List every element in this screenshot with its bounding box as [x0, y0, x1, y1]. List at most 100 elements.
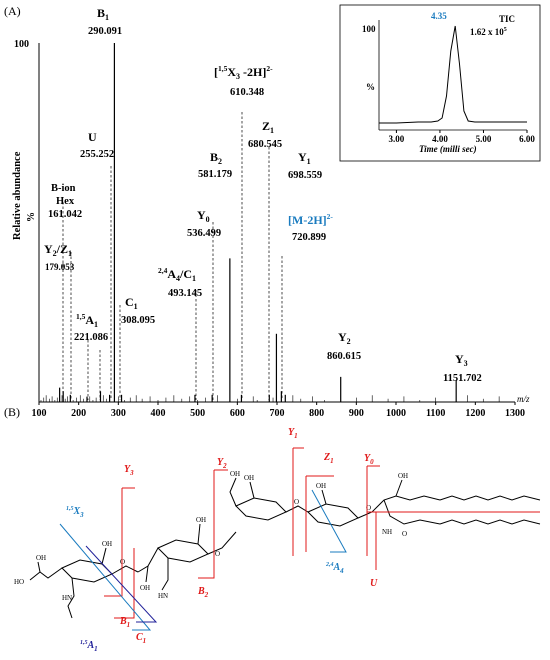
tic-ymax-label: 100 [362, 24, 376, 34]
spectrum-peaks [59, 43, 457, 402]
svg-text:HO: HO [14, 578, 24, 586]
svg-text:HN: HN [158, 592, 168, 600]
mass-spectrum: 100 % Relative abundance m/z 100 200 300 40… [12, 6, 530, 419]
spectrum-x-tick-label: 100 [32, 408, 47, 419]
ring-sialic-2 [157, 539, 209, 563]
tic-inset-frame [339, 4, 541, 162]
spectrum-x-tick-label: 800 [309, 408, 324, 419]
svg-text:[1,5X3 -2H]2-: [1,5X3 -2H]2- [214, 64, 273, 81]
spectrum-percent-symbol: % [26, 212, 37, 222]
tic-trace [379, 25, 527, 124]
svg-text:680.545: 680.545 [248, 139, 282, 150]
annotation-x3: [1,5X3 -2H]2- 610.348 [214, 64, 273, 98]
ring-sialic-1 [61, 559, 113, 583]
spectrum-x-tick-label: 1300 [505, 408, 525, 419]
svg-text:536.499: 536.499 [187, 228, 221, 239]
svg-text:OH: OH [230, 470, 240, 478]
annotation-b2: B2 581.179 [198, 150, 232, 180]
panel-b-label: (B) [4, 405, 20, 419]
svg-text:610.348: 610.348 [230, 87, 264, 98]
spectrum-x-tick-label: 300 [111, 408, 126, 419]
svg-text:U: U [88, 130, 97, 144]
svg-text:Z1: Z1 [323, 452, 334, 465]
svg-text:221.086: 221.086 [74, 332, 108, 343]
tic-x-tick-label: 6.00 [519, 134, 535, 144]
svg-text:860.615: 860.615 [327, 351, 361, 362]
annotation-a4-c1: 2,4A4/C1 493.145 [158, 266, 202, 299]
annotation-a1: 1,5A1 221.086 [74, 312, 108, 343]
spectrum-x-tick-label: 700 [270, 408, 285, 419]
tic-x-tick-label: 3.00 [389, 134, 405, 144]
cleavage-lines [59, 447, 540, 631]
tic-title: TIC [499, 14, 515, 24]
annotation-y1: Y1 698.559 [288, 150, 322, 181]
spectrum-x-ticks: 100 200 300 400 500 600 700 800 900 1000 1100 1200 1… [32, 402, 525, 419]
svg-text:Y2: Y2 [217, 457, 227, 470]
annotation-y2: Y2 860.615 [327, 330, 361, 362]
svg-text:B2: B2 [197, 586, 209, 599]
annotation-z1: Z1 680.545 [248, 119, 282, 150]
svg-text:Y1: Y1 [288, 427, 298, 440]
tic-x-tick-label: 4.00 [432, 134, 448, 144]
svg-text:OH: OH [140, 584, 150, 592]
svg-text:O: O [402, 530, 407, 538]
svg-text:O: O [366, 504, 371, 512]
spectrum-x-tick-label: 1200 [465, 408, 485, 419]
svg-text:O: O [120, 558, 125, 566]
svg-text:O: O [294, 498, 299, 506]
ring-glc [307, 503, 359, 527]
bonds [29, 477, 441, 619]
annotation-b1: B1 290.091 [88, 6, 122, 37]
spectrum-xlabel: m/z [517, 394, 530, 404]
panel-a-label: (A) [4, 4, 21, 18]
svg-text:581.179: 581.179 [198, 169, 232, 180]
svg-text:2,4A4: 2,4A4 [325, 562, 344, 575]
svg-text:B2: B2 [210, 150, 222, 166]
svg-text:OH: OH [244, 474, 254, 482]
atom-labels: OH HO HN OH O OH HN OH O OH OH O OH O OH… [14, 470, 408, 602]
spectrum-x-tick-label: 200 [71, 408, 86, 419]
svg-text:O: O [215, 550, 220, 558]
svg-text:290.091: 290.091 [88, 26, 122, 37]
svg-text:B1: B1 [119, 616, 130, 629]
svg-text:OH: OH [196, 516, 206, 524]
svg-text:1,5X3: 1,5X3 [66, 506, 84, 519]
svg-text:Y3: Y3 [124, 464, 134, 477]
svg-text:Y3: Y3 [455, 352, 468, 368]
spectrum-x-tick-label: 600 [230, 408, 245, 419]
tic-x-tick-label: 5.00 [476, 134, 492, 144]
svg-text:OH: OH [316, 482, 326, 490]
spectrum-x-tick-label: 900 [349, 408, 364, 419]
svg-text:B1: B1 [97, 6, 109, 22]
svg-text:2,4A4/C1: 2,4A4/C1 [158, 266, 196, 283]
svg-text:Y1: Y1 [298, 150, 311, 166]
annotation-y2-z1: Y2/Z1 179.053 [44, 242, 75, 272]
svg-text:OH: OH [102, 540, 112, 548]
spectrum-noise [40, 395, 500, 402]
spectrum-x-tick-label: 1100 [426, 408, 445, 419]
svg-text:255.252: 255.252 [80, 149, 114, 160]
fragment-labels: Y3 Y2 Y1 Z1 Y0 1,5X3 2,4A4 B1 C1 B2 U 1,… [66, 427, 378, 653]
annotation-y3: Y3 1151.702 [443, 352, 482, 384]
svg-text:HN: HN [62, 594, 72, 602]
annotation-u: U 255.252 [80, 130, 114, 160]
svg-text:NH: NH [382, 528, 392, 536]
tic-ylabel: % [366, 82, 375, 92]
svg-text:Y2: Y2 [338, 330, 351, 346]
annotation-b-ion: B-ion Hex 161.042 [48, 183, 82, 220]
spectrum-ylabel: Relative abundance [12, 151, 23, 240]
peak-annotations: B1 290.091 [1,5X3 -2H]2- 610.348 U 255.2… [44, 6, 482, 384]
svg-text:493.145: 493.145 [168, 288, 202, 299]
svg-text:179.053: 179.053 [45, 262, 75, 272]
annotation-y0: Y0 536.499 [187, 208, 221, 239]
svg-text:B-ion: B-ion [51, 183, 76, 194]
annotation-m-2h: [M-2H]2- 720.899 [288, 212, 333, 243]
tic-peak-label: 4.35 [431, 11, 447, 21]
lipid-tails [439, 495, 541, 525]
svg-text:720.899: 720.899 [292, 232, 326, 243]
tic-xlabel: Time (milli sec) [419, 144, 477, 154]
svg-text:Z1: Z1 [262, 119, 274, 135]
svg-text:698.559: 698.559 [288, 170, 322, 181]
annotation-c1: C1 308.095 [121, 295, 155, 326]
spectrum-x-tick-label: 500 [190, 408, 205, 419]
